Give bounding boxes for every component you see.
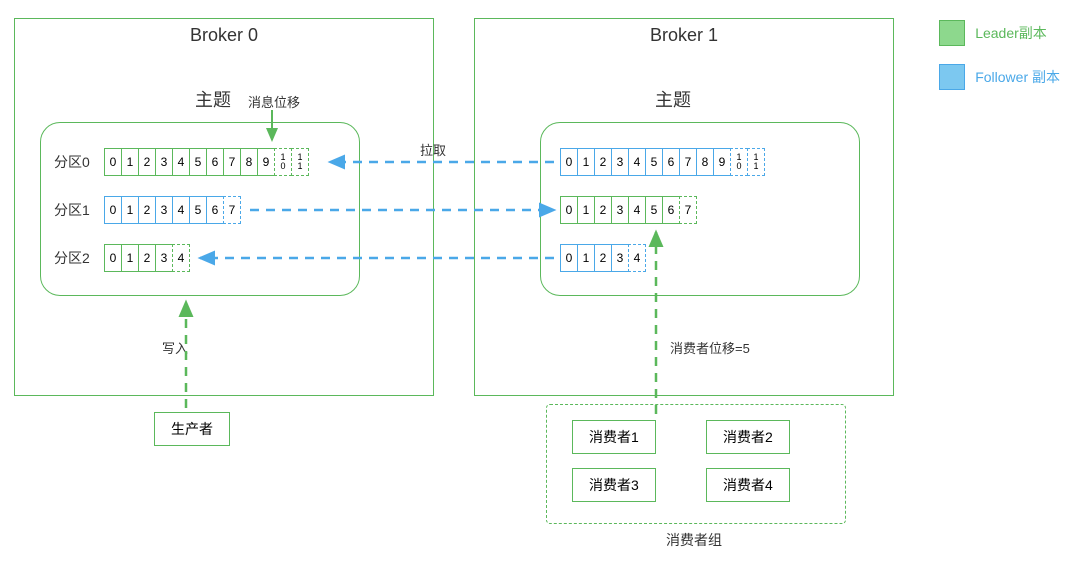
consumer-4: 消费者4 <box>706 468 790 502</box>
cell: 6 <box>206 196 224 224</box>
b0-p0-cells: 01234567891011 <box>104 148 309 176</box>
cell: 3 <box>155 244 173 272</box>
cell: 10 <box>274 148 292 176</box>
cell: 7 <box>679 196 697 224</box>
broker1-title: Broker 1 <box>475 19 893 52</box>
cell: 1 <box>121 244 139 272</box>
cell: 2 <box>594 244 612 272</box>
consumer-1: 消费者1 <box>572 420 656 454</box>
cell: 5 <box>645 148 663 176</box>
cell: 3 <box>611 196 629 224</box>
cell: 7 <box>223 148 241 176</box>
cell: 5 <box>189 148 207 176</box>
b1-partition-2: 01234 <box>560 244 646 272</box>
cell: 1 <box>121 148 139 176</box>
b0-p2-cells: 01234 <box>104 244 190 272</box>
legend: Leader副本 Follower 副本 <box>939 20 1060 108</box>
cell: 9 <box>713 148 731 176</box>
legend-leader-text: Leader副本 <box>975 23 1047 43</box>
cell: 8 <box>240 148 258 176</box>
cell: 2 <box>594 148 612 176</box>
legend-follower-box <box>939 64 965 90</box>
consumer-3: 消费者3 <box>572 468 656 502</box>
cell: 0 <box>104 244 122 272</box>
b0-p0-label: 分区0 <box>54 152 96 172</box>
cell: 4 <box>628 244 646 272</box>
broker1-topic-title: 主题 <box>655 86 691 112</box>
cell: 7 <box>223 196 241 224</box>
cell: 2 <box>594 196 612 224</box>
consumer-2: 消费者2 <box>706 420 790 454</box>
consumer-group-label: 消费者组 <box>666 530 722 550</box>
cell: 2 <box>138 196 156 224</box>
cell: 5 <box>189 196 207 224</box>
cell: 1 <box>121 196 139 224</box>
cell: 0 <box>560 244 578 272</box>
cell: 6 <box>662 148 680 176</box>
cell: 0 <box>104 148 122 176</box>
b0-p1-label: 分区1 <box>54 200 96 220</box>
cell: 6 <box>662 196 680 224</box>
producer-box: 生产者 <box>154 412 230 446</box>
b1-partition-1: 01234567 <box>560 196 697 224</box>
cell: 11 <box>291 148 309 176</box>
b0-partition-0: 分区0 01234567891011 <box>54 148 309 176</box>
legend-follower: Follower 副本 <box>939 64 1060 90</box>
broker0-title: Broker 0 <box>15 19 433 52</box>
b0-p2-label: 分区2 <box>54 248 96 268</box>
b1-p2-cells: 01234 <box>560 244 646 272</box>
cell: 0 <box>560 196 578 224</box>
cell: 9 <box>257 148 275 176</box>
cell: 2 <box>138 148 156 176</box>
cell: 3 <box>155 196 173 224</box>
cell: 3 <box>611 148 629 176</box>
cell: 3 <box>155 148 173 176</box>
b0-partition-1: 分区1 01234567 <box>54 196 241 224</box>
cell: 4 <box>172 148 190 176</box>
cell: 1 <box>577 196 595 224</box>
legend-leader-box <box>939 20 965 46</box>
broker0-topic-title: 主题 <box>195 86 231 112</box>
cell: 7 <box>679 148 697 176</box>
cell: 11 <box>747 148 765 176</box>
cell: 10 <box>730 148 748 176</box>
cell: 4 <box>628 196 646 224</box>
cell: 1 <box>577 244 595 272</box>
legend-leader: Leader副本 <box>939 20 1060 46</box>
b1-p0-cells: 01234567891011 <box>560 148 765 176</box>
cell: 4 <box>172 196 190 224</box>
cell: 4 <box>172 244 190 272</box>
cell: 8 <box>696 148 714 176</box>
cell: 4 <box>628 148 646 176</box>
cell: 0 <box>560 148 578 176</box>
msg-offset-label: 消息位移 <box>248 92 300 111</box>
cell: 3 <box>611 244 629 272</box>
cell: 0 <box>104 196 122 224</box>
cell: 5 <box>645 196 663 224</box>
b0-p1-cells: 01234567 <box>104 196 241 224</box>
cell: 2 <box>138 244 156 272</box>
cell: 1 <box>577 148 595 176</box>
b0-partition-2: 分区2 01234 <box>54 244 190 272</box>
cell: 6 <box>206 148 224 176</box>
legend-follower-text: Follower 副本 <box>975 67 1060 87</box>
write-label: 写入 <box>162 338 188 357</box>
consumer-offset-label: 消费者位移=5 <box>670 338 750 357</box>
pull-label: 拉取 <box>420 140 446 159</box>
b1-p1-cells: 01234567 <box>560 196 697 224</box>
b1-partition-0: 01234567891011 <box>560 148 765 176</box>
